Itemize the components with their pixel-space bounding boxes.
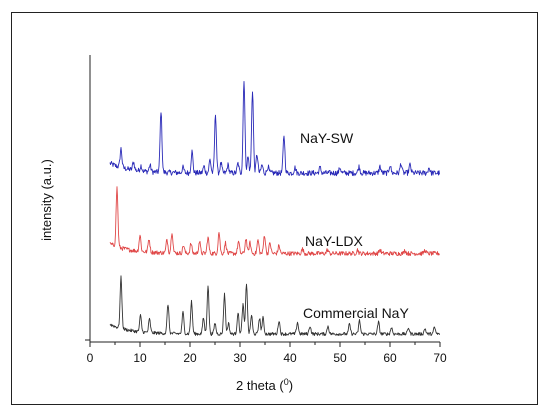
series-line-0 [109, 81, 440, 177]
series-layer [109, 81, 440, 337]
x-tick-label: 60 [383, 351, 397, 365]
x-axis-label-degree: 0 [284, 377, 289, 387]
x-tick-label: 50 [333, 351, 347, 365]
x-tick-label: 40 [283, 351, 297, 365]
x-tick-label: 10 [133, 351, 147, 365]
x-axis-label-close: ) [289, 378, 293, 393]
axes [85, 55, 440, 343]
x-tick-label: 30 [233, 351, 247, 365]
x-axis-label: 2 theta (0) [236, 377, 293, 393]
series-name-label: Commercial NaY [303, 305, 409, 321]
y-axis-label: intensity (a.u.) [39, 159, 54, 241]
x-axis-label-main: 2 theta ( [236, 378, 284, 393]
x-ticks: 0 10 20 30 40 50 60 70 [87, 342, 447, 365]
series-name-label: NaY-SW [300, 130, 354, 146]
labels: NaY-SW NaY-LDX Commercial NaY [300, 130, 409, 321]
series-line-1 [109, 186, 440, 257]
series-name-label: NaY-LDX [305, 233, 364, 249]
chart-frame [11, 12, 538, 405]
x-tick-label: 20 [183, 351, 197, 365]
x-tick-label: 70 [433, 351, 447, 365]
x-tick-label: 0 [87, 351, 94, 365]
series-line-2 [109, 275, 440, 337]
